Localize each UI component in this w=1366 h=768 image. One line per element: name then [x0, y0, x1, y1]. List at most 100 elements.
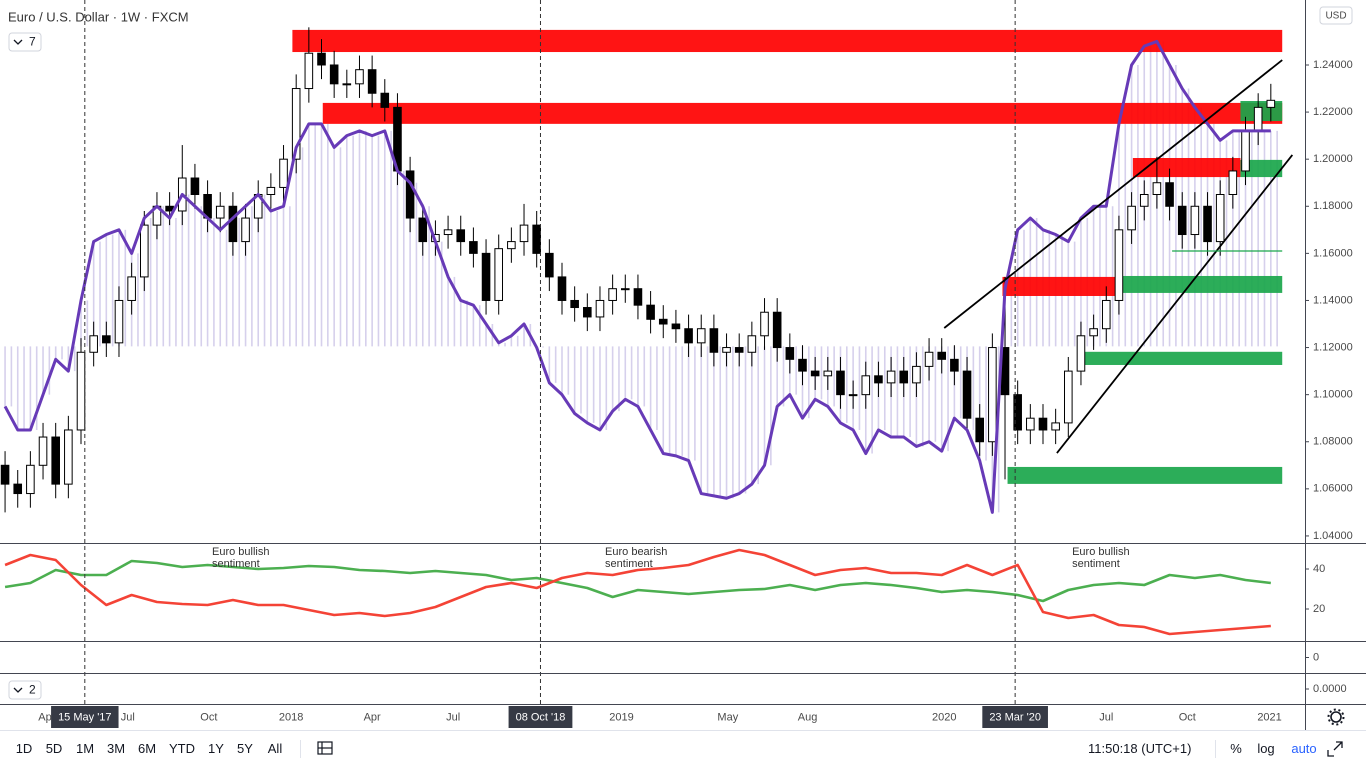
candle-body	[1190, 205, 1200, 236]
x-tick-label: 2018	[279, 711, 303, 723]
candle-body	[1089, 328, 1098, 337]
candle-body	[64, 429, 73, 485]
x-tick-label: Apr	[364, 711, 381, 723]
trend-line	[943, 59, 1283, 329]
y-tick-label: 1.04000	[1313, 530, 1353, 542]
candle-body	[1051, 422, 1060, 431]
marker-label-box	[982, 706, 1048, 728]
candle-body	[810, 370, 820, 377]
candle-body	[583, 307, 592, 318]
candle-body	[950, 358, 959, 372]
candle-body	[481, 252, 491, 301]
candle-body	[861, 375, 871, 396]
candle-body	[886, 370, 896, 384]
candle-body	[1253, 106, 1263, 132]
range-button[interactable]: 5D	[46, 741, 63, 756]
candle-body	[532, 224, 541, 254]
candle-body	[722, 347, 731, 353]
candle-body	[1013, 394, 1022, 431]
candle-body	[1139, 194, 1149, 207]
candle-body	[114, 299, 124, 344]
candle-body	[836, 370, 845, 396]
chart-title: Euro / U.S. Dollar · 1W · FXCM	[8, 9, 189, 24]
collapse-button[interactable]: 7	[8, 32, 42, 52]
clock: 11:50:18 (UTC+1)	[1088, 741, 1191, 756]
annotation: Euro bearish	[605, 546, 667, 558]
x-tick-label: Oct	[1179, 711, 1196, 723]
collapse-count: 2	[29, 683, 36, 697]
candle-body	[1076, 335, 1086, 372]
scale-option[interactable]: log	[1257, 741, 1274, 756]
candle-body	[570, 299, 579, 309]
candle-body	[912, 365, 921, 384]
zone	[1007, 466, 1283, 484]
sentiment-pane	[4, 548, 1271, 636]
range-button[interactable]: 1M	[76, 741, 94, 756]
marker-label: 08 Oct '18	[516, 711, 566, 723]
candle-body	[962, 370, 972, 419]
collapse-button[interactable]: 2	[8, 680, 42, 700]
x-tick-label: Jul	[446, 711, 460, 723]
range-button[interactable]: 6M	[138, 741, 156, 756]
currency-button[interactable]: USD	[1319, 6, 1353, 25]
zone	[1002, 276, 1118, 296]
candle-body	[355, 69, 364, 85]
candle-body	[279, 158, 288, 188]
candle-body	[380, 92, 390, 108]
candle-body	[772, 311, 782, 349]
compare-icon[interactable]	[317, 741, 333, 755]
zone	[1084, 351, 1283, 365]
axes: 1.04000 1.06000 1.08000 1.10000 1.12000 1.140…	[38, 0, 1353, 728]
zone	[1240, 159, 1283, 178]
range-button[interactable]: 1Y	[208, 741, 224, 756]
candle-body	[1228, 170, 1238, 196]
scale-option[interactable]: auto	[1291, 741, 1316, 756]
candle-body	[1101, 299, 1111, 330]
annotation: sentiment	[212, 558, 260, 570]
candle-body	[798, 358, 807, 372]
x-tick-label: Jul	[121, 711, 135, 723]
x-tick-label: 2021	[1257, 711, 1281, 723]
candle-body	[658, 318, 668, 325]
y-tick-label: 20	[1313, 603, 1325, 615]
candle-body	[1114, 229, 1124, 301]
marker-label-box	[51, 706, 119, 728]
candle-body	[1203, 205, 1212, 243]
candle-body	[469, 241, 478, 254]
y-tick-label: 0.0000	[1313, 683, 1347, 695]
candle-body	[1152, 182, 1162, 196]
candle-body	[38, 436, 48, 466]
candle-body	[1165, 182, 1174, 207]
range-button[interactable]: All	[268, 741, 283, 756]
candle-body	[456, 229, 466, 243]
y-tick-label: 1.16000	[1313, 247, 1353, 259]
candle-body	[608, 288, 617, 301]
range-button[interactable]: 3M	[107, 741, 125, 756]
settings-icon[interactable]	[1327, 708, 1345, 726]
candle-body	[1026, 417, 1035, 431]
candle-body	[367, 69, 377, 94]
fullscreen-icon[interactable]	[1327, 741, 1343, 757]
zone	[322, 102, 1283, 124]
candle-body	[228, 205, 238, 243]
candle-body	[127, 276, 136, 301]
candle-body	[823, 370, 833, 377]
x-tick-label: Aug	[798, 711, 818, 723]
candle-body	[102, 335, 111, 344]
range-button[interactable]: 5Y	[237, 741, 253, 756]
range-button[interactable]: YTD	[169, 741, 195, 756]
candle-body	[785, 347, 795, 360]
zone	[292, 29, 1283, 53]
y-tick-label: 1.24000	[1313, 59, 1353, 71]
range-button[interactable]: 1D	[16, 741, 33, 756]
scale-option[interactable]: %	[1230, 741, 1242, 756]
candle-body	[709, 328, 719, 353]
candle-body	[443, 229, 453, 236]
candle-body	[329, 64, 339, 85]
candle-body	[507, 241, 516, 250]
candle-body	[1241, 130, 1250, 172]
y-tick-label: 1.12000	[1313, 341, 1353, 353]
candle-body	[646, 304, 655, 320]
